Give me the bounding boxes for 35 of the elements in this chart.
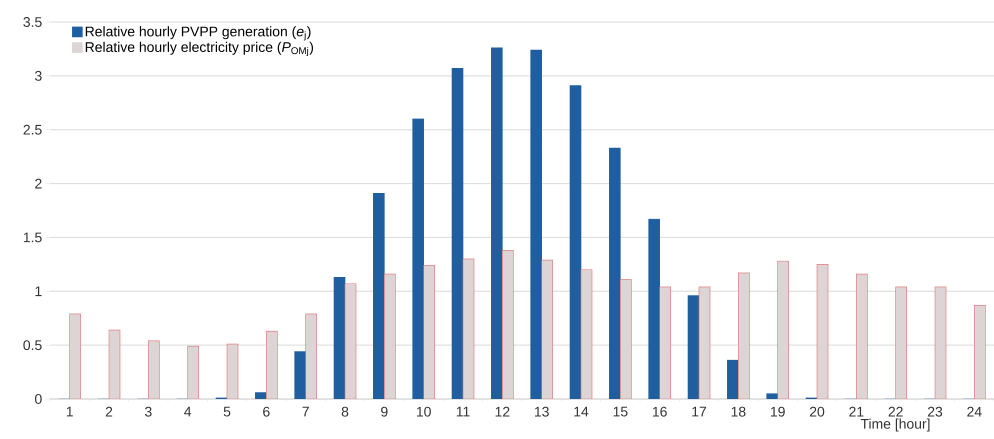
x-tick-label: 1 (66, 406, 73, 416)
y-tick-label: 1.5 (24, 232, 42, 242)
legend-label: Relative hourly PVPP generation (e$_{j}$) (86, 26, 311, 40)
x-tick-label: 10 (416, 406, 431, 417)
x-tick-label: 17 (692, 406, 706, 416)
x-tick-label: 23 (928, 406, 942, 417)
x-tick-label: 21 (849, 406, 864, 417)
x-tick-label: 6 (263, 406, 270, 417)
x-tick-label: 14 (574, 406, 588, 416)
y-tick-label: 2 (35, 178, 42, 188)
y-tick-label: 1 (36, 286, 42, 296)
x-tick-label: 12 (496, 406, 510, 417)
x-tick-label: 24 (967, 406, 982, 417)
x-tick-label: 4 (184, 406, 192, 416)
y-tick-label: 0.5 (23, 340, 42, 350)
x-tick-label: 3 (144, 406, 152, 417)
x-tick-label: 16 (652, 406, 667, 417)
y-tick-label: 3 (35, 70, 42, 81)
x-tick-label: 9 (381, 406, 388, 417)
y-tick-label: 3.5 (23, 17, 42, 27)
legend-label: Relative hourly electricity price (P$_{OMj}$) (86, 42, 314, 56)
x-tick-label: 18 (732, 406, 746, 417)
y-tick-label: 0 (35, 394, 42, 404)
x-tick-label: 22 (888, 406, 903, 417)
x-tick-label: 5 (224, 406, 230, 417)
y-tick-label: 2.5 (24, 124, 42, 135)
x-tick-label: 19 (770, 406, 785, 417)
x-axis-title: Time [hour] (860, 418, 930, 432)
x-tick-label: 15 (614, 406, 628, 417)
x-tick-label: 11 (456, 406, 470, 416)
x-tick-label: 7 (302, 406, 309, 416)
x-tick-label: 8 (342, 406, 348, 417)
x-tick-label: 20 (810, 406, 824, 417)
x-tick-label: 13 (534, 406, 549, 417)
x-tick-label: 2 (106, 406, 112, 417)
